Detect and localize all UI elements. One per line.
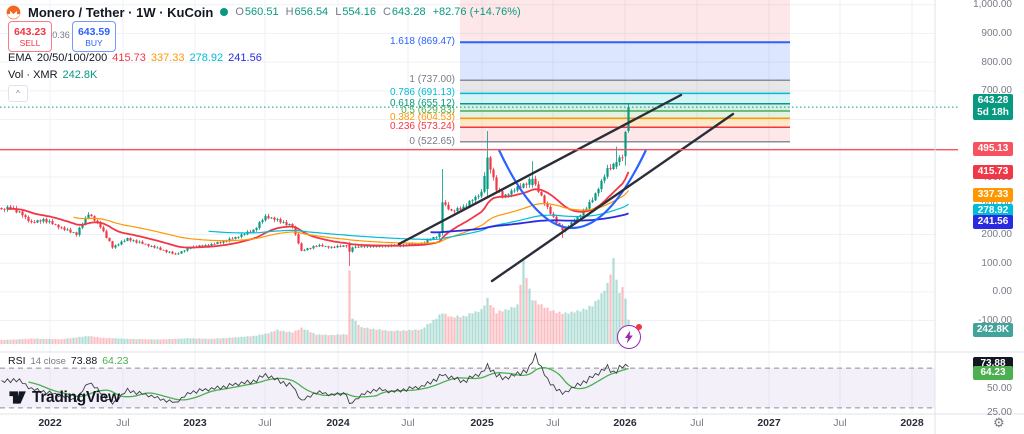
volume-legend[interactable]: Vol · XMR 242.8K: [8, 69, 98, 81]
time-axis-label: Jul: [401, 417, 415, 429]
tradingview-logo[interactable]: TradingView: [8, 388, 120, 407]
drawing-tools: [397, 93, 735, 283]
fib-level-label: 0.382 (604.53): [389, 112, 455, 124]
fib-level-label: 0 (522.65): [409, 135, 455, 147]
flash-news-icon[interactable]: [617, 324, 642, 349]
volume-bars: [0, 258, 630, 344]
rsi-signal-value: 64.23: [102, 355, 129, 367]
notification-dot: [636, 324, 642, 330]
gear-icon[interactable]: ⚙: [993, 415, 1005, 430]
price-axis-label: 100.00: [981, 257, 1012, 269]
ema20-value: 415.73: [112, 52, 146, 64]
ema-lines: [7, 171, 630, 249]
chart-header: Monero / Tether · 1W · KuCoin O560.51 H6…: [6, 3, 521, 21]
symbol-title[interactable]: Monero / Tether · 1W · KuCoin: [28, 4, 214, 20]
fib-level-label: 1 (737.00): [409, 74, 455, 86]
low-value: 554.16: [342, 6, 376, 18]
candlesticks: [0, 103, 630, 267]
fib-level-label: 0.236 (573.24): [389, 121, 455, 133]
ema100-value: 278.92: [189, 52, 224, 64]
time-axis-label: Jul: [546, 417, 560, 429]
price-badge: 337.33: [973, 187, 1013, 202]
rsi-legend[interactable]: RSI 14 close 73.88 64.23: [8, 355, 129, 367]
collapse-legend-button[interactable]: ^: [8, 85, 28, 102]
monero-logo-icon: [6, 5, 21, 20]
fib-level-label: 0.5 (629.83): [401, 105, 455, 116]
time-axis-label: 2023: [183, 417, 207, 429]
rsi-value: 73.88: [70, 355, 98, 367]
time-axis-label: 2022: [38, 417, 62, 429]
price-axis-label: 200.00: [981, 228, 1012, 240]
close-value: 643.28: [391, 6, 426, 18]
buy-label: BUY: [85, 37, 103, 48]
ema200-value: 241.56: [228, 52, 262, 64]
gridlines: [0, 0, 935, 413]
price-axis-label: -100.00: [978, 315, 1012, 327]
price-axis-label: 700.00: [981, 85, 1012, 97]
price-axis-label: 1,000.00: [973, 0, 1012, 11]
tradingview-logo-icon: [8, 388, 27, 407]
time-axis-label: Jul: [258, 417, 272, 429]
price-badge: 415.73: [973, 165, 1013, 179]
time-axis-label: Jul: [116, 417, 130, 429]
sell-button[interactable]: 643.23 SELL: [8, 21, 52, 52]
time-axis-label: 2027: [757, 417, 781, 429]
ohlc-values: O560.51 H656.54 L554.16 C643.28 +82.76 (…: [235, 6, 521, 18]
price-axis-label: 900.00: [981, 27, 1012, 39]
spread-value: 0.36: [52, 30, 70, 40]
time-axis-label: 2025: [470, 417, 494, 429]
high-value: 656.54: [294, 6, 329, 18]
time-axis-label: Jul: [833, 417, 847, 429]
chevron-up-icon: ^: [16, 89, 20, 98]
ema50-value: 337.33: [150, 52, 185, 64]
fib-retracement-zone: [460, 0, 790, 143]
time-axis[interactable]: ⚙ 2022 Jul 2023 Jul 2024 Jul 2025 Jul 2026 Jul 202…: [0, 414, 1024, 434]
fib-level-label: 0.786 (691.13): [389, 87, 455, 99]
time-axis-label: Jul: [690, 417, 704, 429]
price-badge: 242.8K: [973, 323, 1013, 337]
fib-level-label: 1.618 (869.47): [389, 36, 455, 48]
buy-button[interactable]: 643.59 BUY: [72, 21, 116, 52]
rsi-pane: [0, 351, 935, 409]
time-axis-label: 2024: [326, 417, 350, 429]
rsi-axis-label: 25.00: [986, 407, 1012, 419]
volume-value: 242.8K: [62, 69, 98, 81]
price-badge: 278.92: [973, 204, 1013, 219]
price-axis-label: 800.00: [981, 56, 1012, 68]
open-value: 560.51: [244, 6, 279, 18]
price-axis-label: 0.00: [992, 286, 1012, 298]
ema-legend[interactable]: EMA 20/50/100/200 415.73 337.33 278.92 2…: [8, 52, 262, 64]
price-badge: 495.13: [973, 142, 1013, 157]
time-axis-label: 2028: [900, 417, 924, 429]
change-value: +82.76 (+14.76%): [432, 6, 521, 18]
sell-price: 643.23: [13, 25, 47, 38]
rsi-badge: 64.23: [973, 366, 1013, 381]
buy-price: 643.59: [77, 25, 111, 38]
price-badge: 643.28 5d 18h: [973, 94, 1013, 121]
time-axis-label: 2026: [613, 417, 637, 429]
price-scale[interactable]: 1,000.00900.00800.00700.00400.00300.0020…: [935, 0, 1024, 434]
rsi-axis-label: 50.00: [986, 382, 1012, 394]
watermark-text: TradingView: [32, 388, 120, 406]
sell-label: SELL: [19, 37, 41, 48]
market-status-dot: [220, 8, 229, 16]
fib-level-label: 0.618 (655.12): [389, 97, 455, 109]
price-badge: 241.56: [973, 215, 1013, 230]
